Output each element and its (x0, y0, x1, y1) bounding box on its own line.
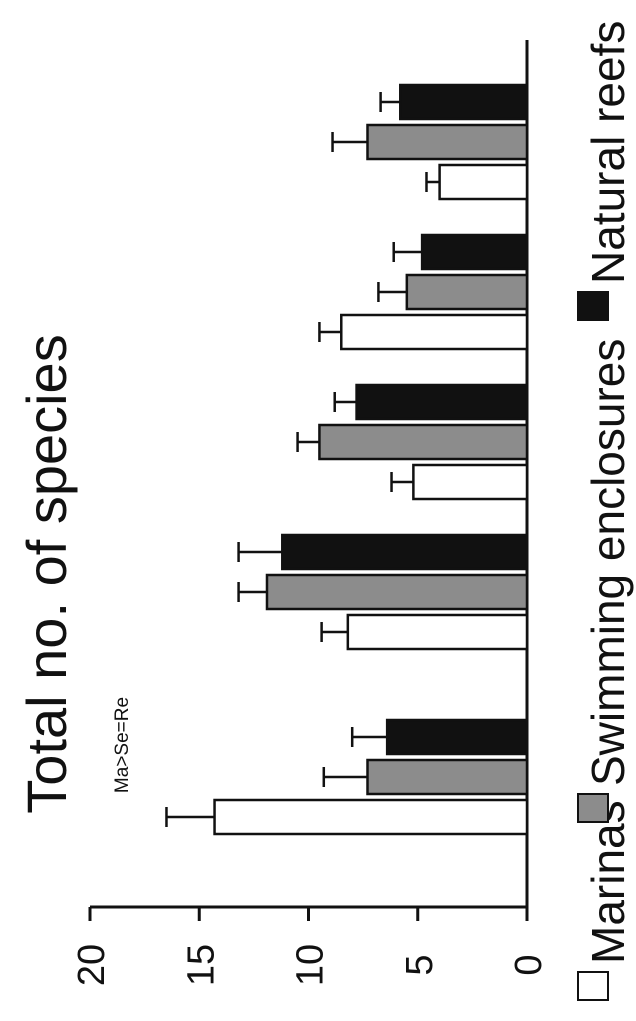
tick-label: 20 (71, 944, 113, 986)
bar-swimming-enclosures (265, 573, 529, 611)
legend-swatch-marinas (577, 971, 609, 1001)
legend-swatch-swimming-enclosures (577, 793, 609, 823)
bar-swimming-enclosures (405, 273, 529, 311)
bar-marinas (213, 798, 529, 836)
tick-label: 0 (508, 954, 550, 975)
legend-label: Marinas (582, 800, 634, 964)
value-axis-ticks: 0 5 10 15 20 (71, 907, 550, 986)
bar-swimming-enclosures (366, 758, 529, 796)
bar-natural-reefs (399, 83, 529, 121)
bar-natural-reefs (281, 533, 529, 571)
bar-swimming-enclosures (366, 123, 529, 161)
bar-marinas (438, 163, 529, 201)
chart-annotation: Ma>Se=Re (112, 697, 133, 793)
legend-label: Natural reefs (582, 21, 634, 284)
tick-label: 15 (180, 944, 222, 986)
bar-natural-reefs (420, 233, 529, 271)
tick-label: 10 (290, 944, 332, 986)
bar-natural-reefs (355, 383, 529, 421)
chart-title: Total no. of species (15, 334, 78, 813)
legend: Marinas Swimming enclosures Natural reefs (577, 21, 634, 1001)
legend-label: Swimming enclosures (582, 339, 634, 786)
bar-swimming-enclosures (318, 423, 529, 461)
legend-swatch-natural-reefs (577, 291, 609, 321)
bars-layer (165, 83, 529, 836)
bar-natural-reefs (385, 718, 529, 756)
bar-marinas (412, 463, 529, 501)
bar-marinas (340, 313, 529, 351)
bar-marinas (346, 613, 529, 651)
tick-label: 5 (399, 954, 441, 975)
